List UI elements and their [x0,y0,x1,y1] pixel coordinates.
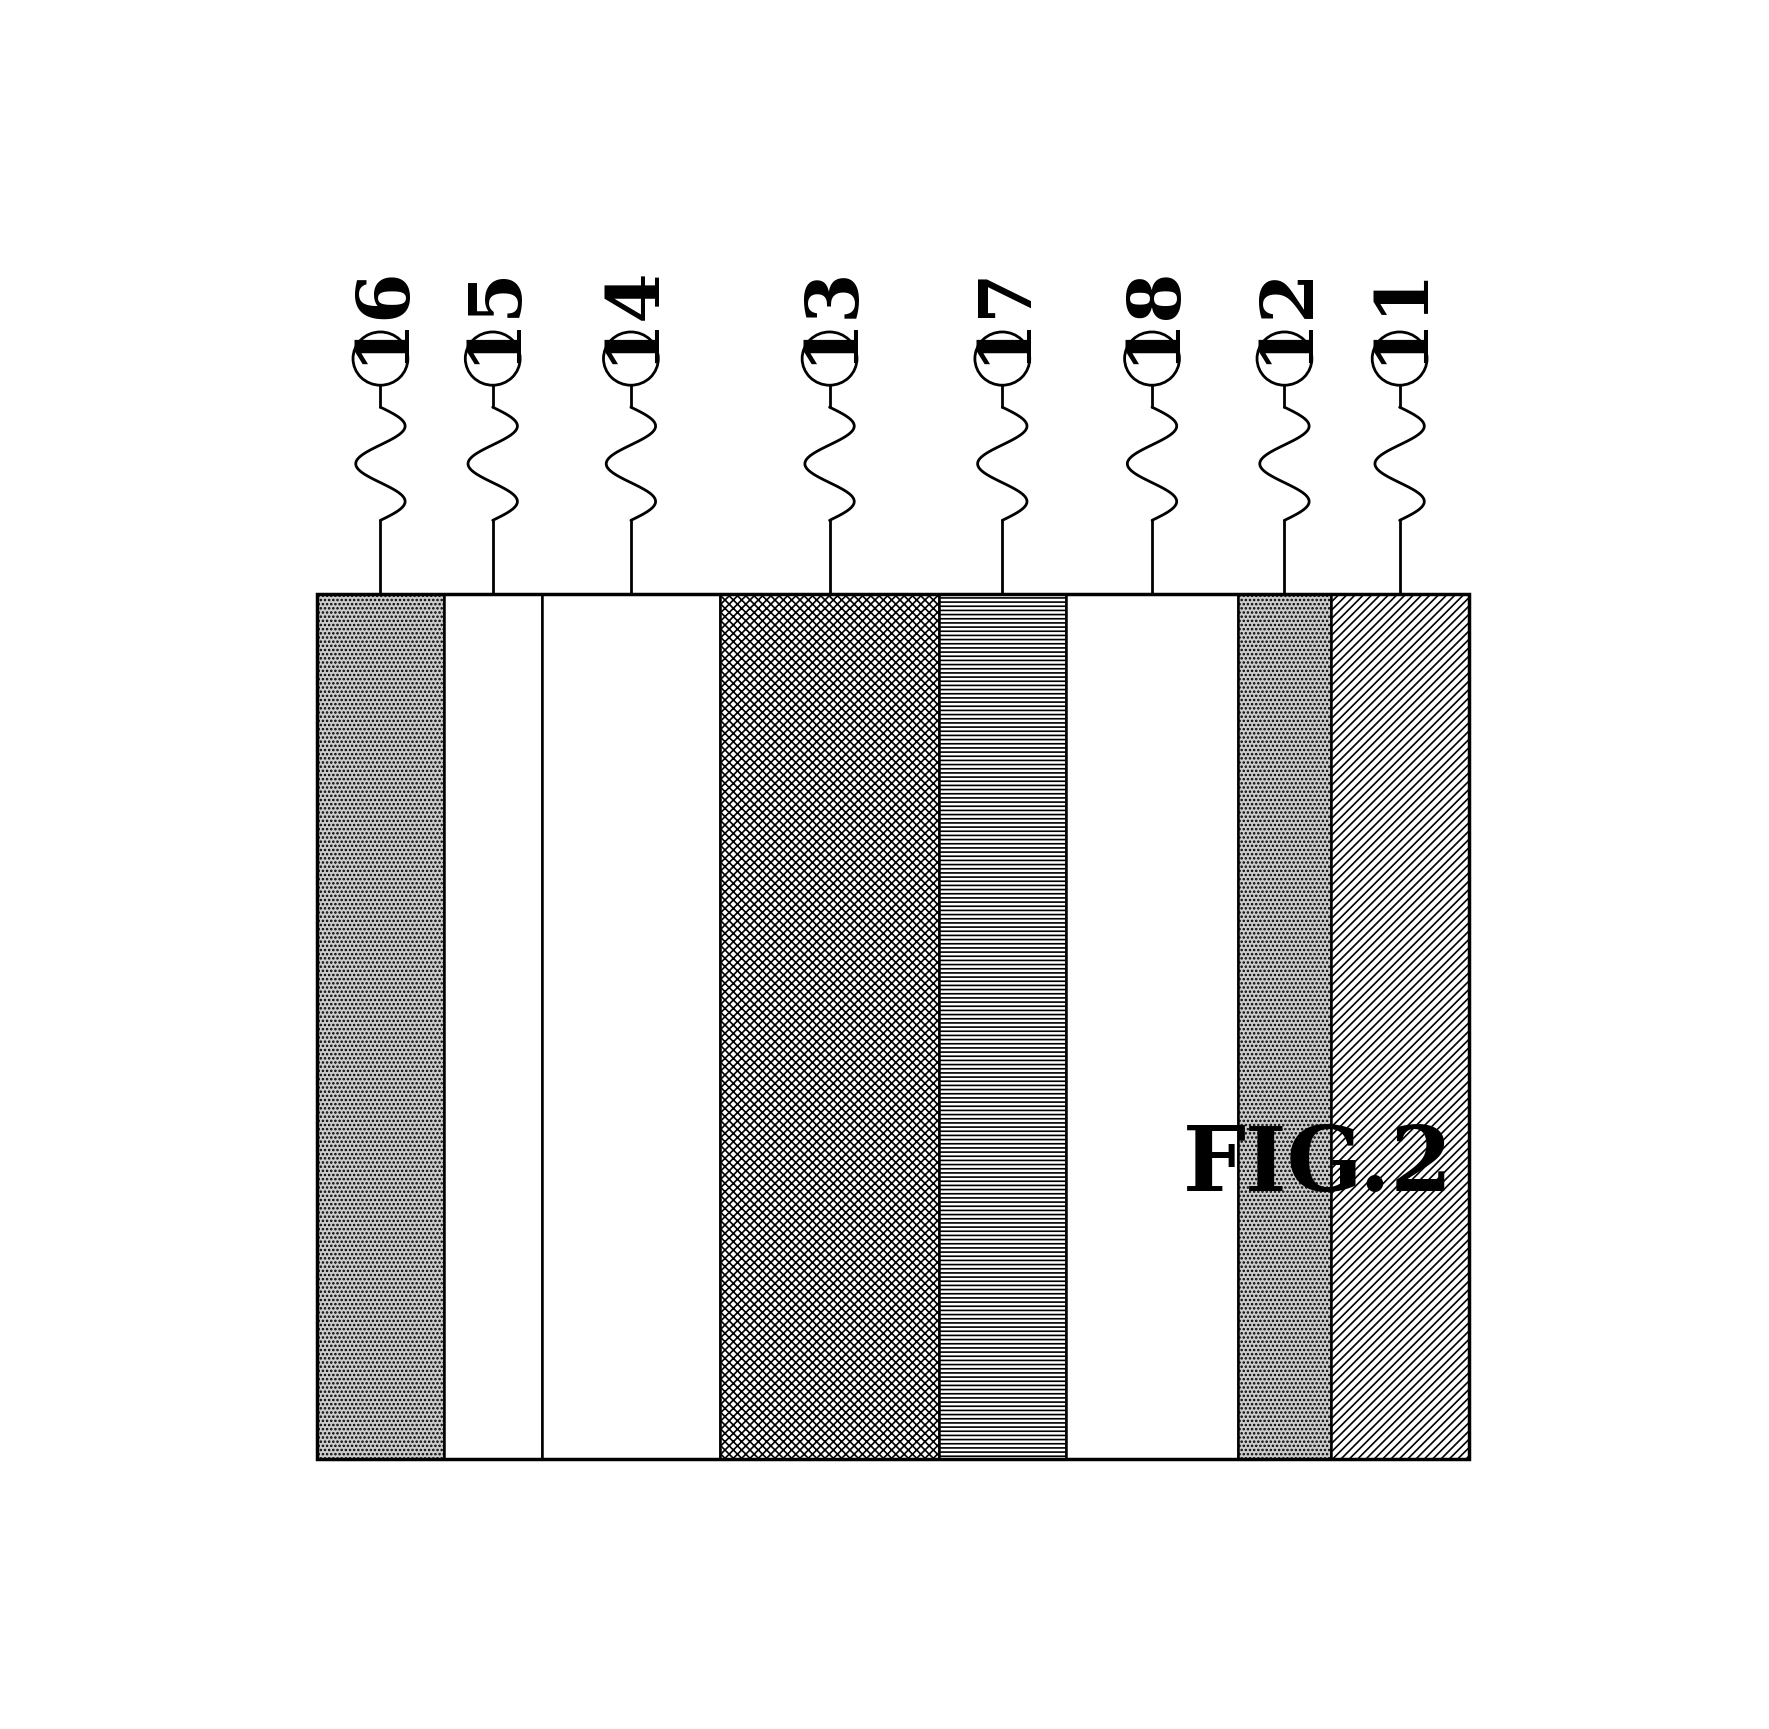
Text: 18: 18 [1116,265,1187,365]
Bar [317,593,444,1459]
Text: 13: 13 [794,265,865,365]
Text: 11: 11 [1364,265,1435,365]
Bar [541,593,720,1459]
Text: FIG.2: FIG.2 [1183,1122,1452,1210]
Bar [317,593,1468,1459]
Bar [444,593,541,1459]
Text: 12: 12 [1249,265,1320,365]
Bar [939,593,1065,1459]
Text: 14: 14 [596,265,667,365]
Bar [1238,593,1330,1459]
Text: 16: 16 [345,265,416,365]
Bar [720,593,939,1459]
Text: 15: 15 [456,265,529,365]
Bar [1330,593,1468,1459]
Text: 17: 17 [968,265,1038,365]
Bar [1065,593,1238,1459]
